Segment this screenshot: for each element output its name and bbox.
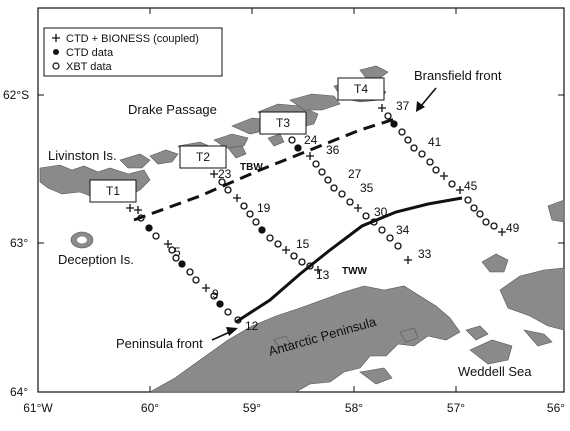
station-label-15: 15 (296, 237, 310, 251)
bransfield-front-line (133, 116, 399, 222)
station-label-13: 13 (316, 268, 330, 282)
station-label-9: 9 (212, 287, 219, 301)
transect-label-t2: T2 (196, 150, 210, 164)
axis-ticks (38, 8, 564, 392)
legend-item-coupled: CTD + BIONESS (coupled) (66, 33, 199, 45)
transect-label-t4: T4 (354, 82, 368, 96)
station-label-23: 23 (218, 167, 232, 181)
station-label-34: 34 (396, 223, 410, 237)
transect-box-t3: T3 (259, 111, 307, 135)
lon-label-60: 60° (141, 401, 159, 415)
label-livingston: Livinston Is. (48, 148, 117, 163)
station-label-12: 12 (245, 319, 259, 333)
station-label-24: 24 (304, 133, 318, 147)
label-drake-passage: Drake Passage (128, 102, 217, 117)
label-peninsula-front: Peninsula front (116, 336, 203, 351)
transect-t2-stations (210, 170, 322, 274)
transect-label-t3: T3 (276, 116, 290, 130)
land-south-shetland (39, 65, 389, 199)
transect-box-t4: T4 (337, 77, 385, 101)
station-label-37: 37 (396, 99, 410, 113)
label-weddell-sea: Weddell Sea (458, 364, 532, 379)
legend-box (43, 27, 223, 77)
lon-label-57: 57° (447, 401, 465, 415)
transect-label-t1: T1 (106, 184, 120, 198)
peninsula-front-line (235, 196, 463, 324)
legend-item-xbt: XBT data (66, 61, 113, 73)
station-label-36: 36 (326, 143, 340, 157)
label-deception: Deception Is. (58, 252, 134, 267)
lat-label-64: 64° (10, 385, 28, 399)
land-antarctic-peninsula (148, 199, 565, 393)
deception-island (70, 231, 94, 249)
peninsula-front-arrow (211, 327, 238, 341)
lat-label-62: 62°S (3, 88, 29, 102)
lon-label-59: 59° (243, 401, 261, 415)
transect-box-t2: T2 (179, 145, 227, 169)
legend-item-ctd: CTD data (66, 47, 114, 59)
bransfield-front-arrow (416, 87, 437, 112)
lon-label-56: 56° (547, 401, 565, 415)
legend-filled-circle-icon (53, 49, 59, 55)
lat-label-63: 63° (10, 236, 28, 250)
label-tbw: TBW (240, 162, 263, 173)
transect-box-t1: T1 (89, 179, 137, 203)
legend-open-circle-icon (52, 62, 60, 70)
label-tww: TWW (342, 266, 368, 277)
legend-cross-icon (52, 34, 60, 42)
station-label-30: 30 (374, 205, 388, 219)
station-label-49: 49 (506, 221, 520, 235)
lon-label-58: 58° (345, 401, 363, 415)
station-label-35: 35 (360, 181, 374, 195)
station-label-41: 41 (428, 135, 442, 149)
transect-t1-stations (126, 204, 242, 324)
station-label-33: 33 (418, 247, 432, 261)
station-label-19: 19 (257, 201, 271, 215)
station-label-45: 45 (464, 179, 478, 193)
station-label-5: 5 (174, 245, 181, 259)
transect-t4-stations (378, 104, 506, 236)
lon-label-61: 61°W (23, 401, 53, 415)
legend: CTD + BIONESS (coupled) CTD data XBT dat… (43, 27, 223, 77)
station-label-27: 27 (348, 167, 362, 181)
label-bransfield-front: Bransfield front (414, 68, 502, 83)
